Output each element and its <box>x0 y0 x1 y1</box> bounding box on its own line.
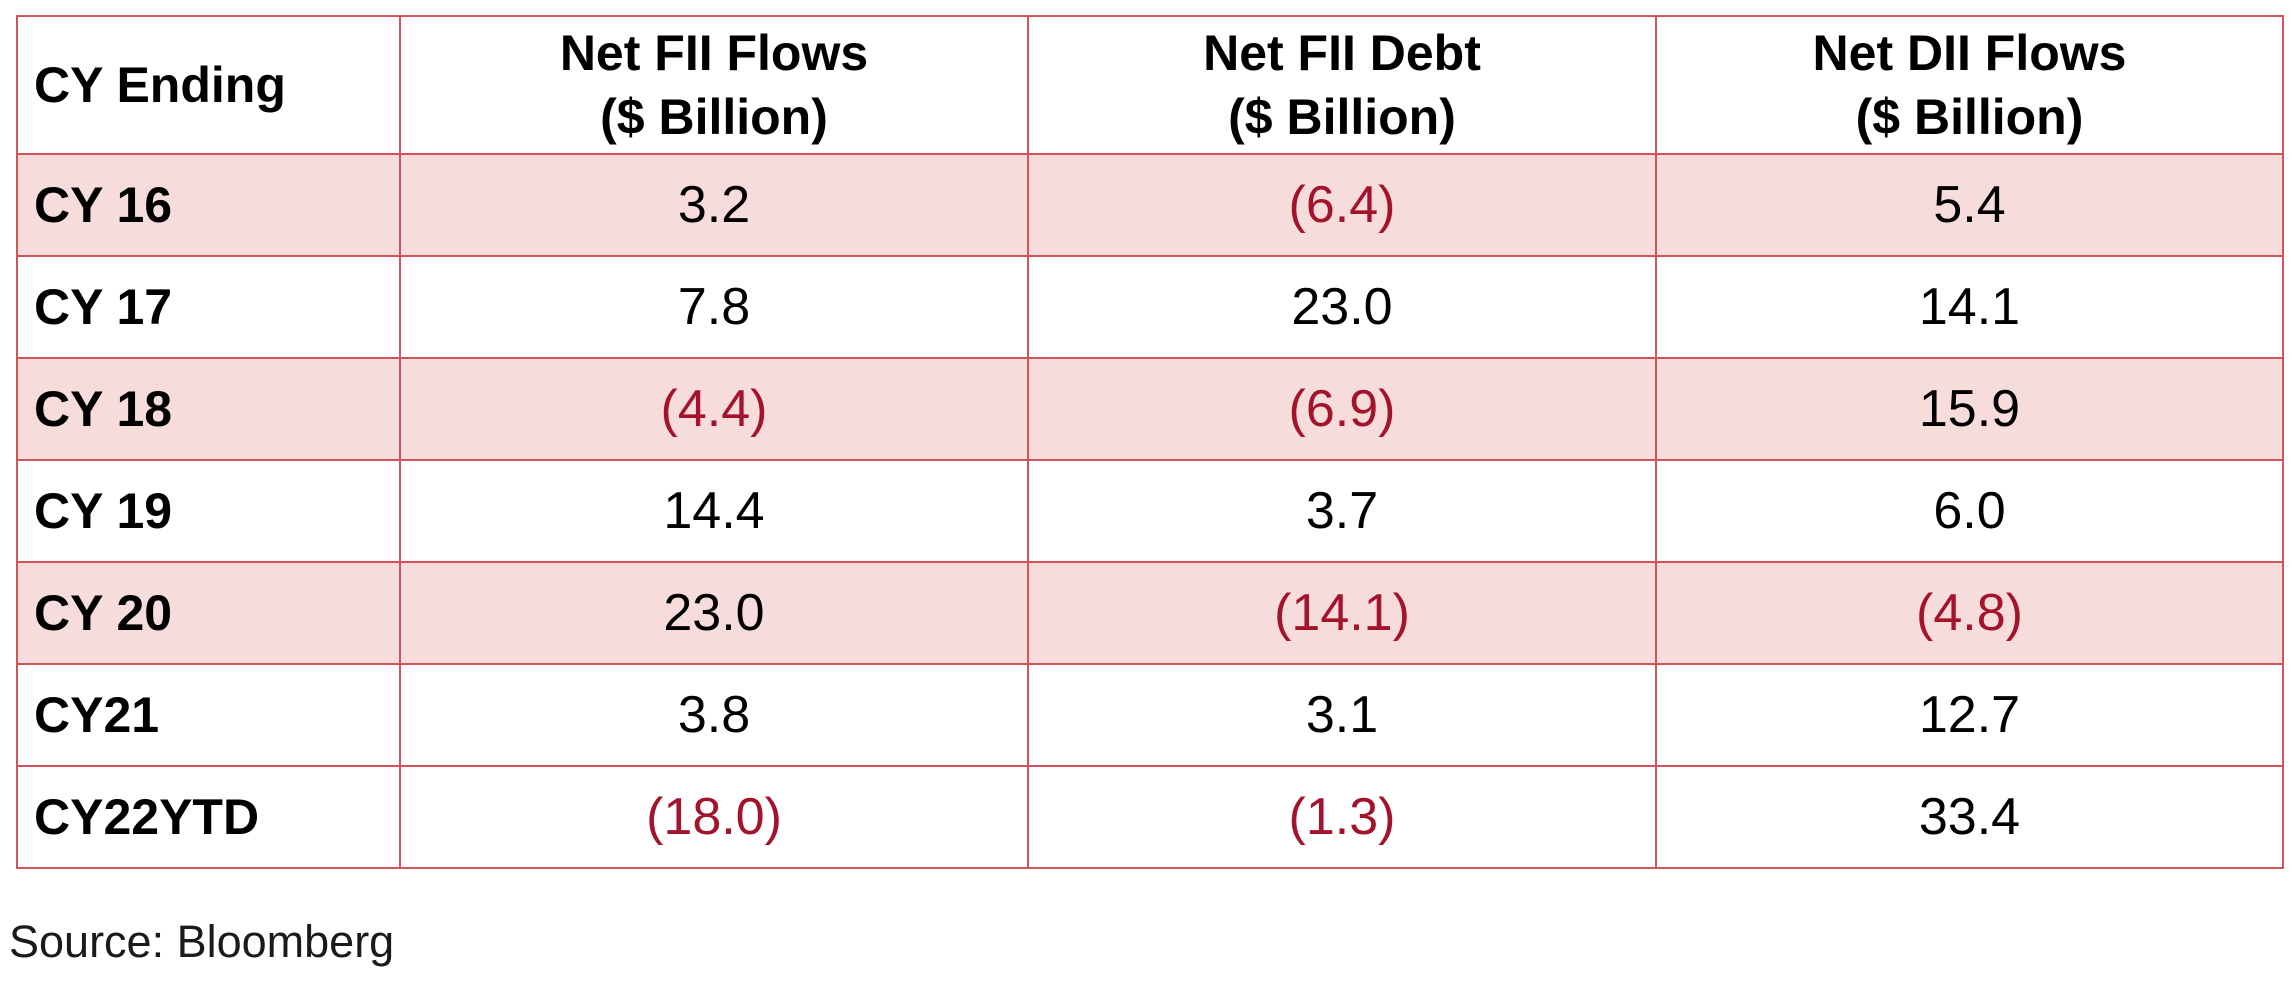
header-net-dii-flows: Net DII Flows ($ Billion) <box>1655 15 2284 155</box>
table-row: CY 18 (4.4) (6.9) 15.9 <box>16 357 2284 461</box>
source-note: Source: Bloomberg <box>9 916 395 967</box>
header-net-fii-debt: Net FII Debt ($ Billion) <box>1027 15 1657 155</box>
table-row: CY 16 3.2 (6.4) 5.4 <box>16 153 2284 257</box>
flows-table: CY Ending Net FII Flows ($ Billion) Net … <box>16 15 2284 869</box>
table-row: CY21 3.8 3.1 12.7 <box>16 663 2284 767</box>
net-dii-flows-cell: (4.8) <box>1655 561 2284 665</box>
header-cy-ending: CY Ending <box>16 15 401 155</box>
header-unit: ($ Billion) <box>1855 89 2084 145</box>
table-body: CY 16 3.2 (6.4) 5.4 CY 17 7.8 23.0 14.1 … <box>16 153 2284 869</box>
header-unit: ($ Billion) <box>1228 89 1456 145</box>
net-dii-flows-cell: 5.4 <box>1655 153 2284 257</box>
net-fii-flows-cell: (4.4) <box>399 357 1029 461</box>
net-dii-flows-cell: 14.1 <box>1655 255 2284 359</box>
header-net-fii-flows: Net FII Flows ($ Billion) <box>399 15 1029 155</box>
table-header: CY Ending Net FII Flows ($ Billion) Net … <box>16 15 2284 155</box>
row-label: CY22YTD <box>16 765 401 869</box>
net-fii-flows-cell: 3.8 <box>399 663 1029 767</box>
header-unit: ($ Billion) <box>600 89 828 145</box>
net-fii-flows-cell: (18.0) <box>399 765 1029 869</box>
header-line: Net FII Debt <box>1203 25 1481 81</box>
row-label: CY 18 <box>16 357 401 461</box>
header-line: CY Ending <box>34 57 286 113</box>
net-fii-debt-cell: (6.9) <box>1027 357 1657 461</box>
net-fii-flows-cell: 14.4 <box>399 459 1029 563</box>
header-line: Net FII Flows <box>559 25 869 81</box>
net-dii-flows-cell: 33.4 <box>1655 765 2284 869</box>
net-dii-flows-cell: 15.9 <box>1655 357 2284 461</box>
header-row: CY Ending Net FII Flows ($ Billion) Net … <box>16 15 2284 155</box>
row-label: CY 20 <box>16 561 401 665</box>
net-dii-flows-cell: 6.0 <box>1655 459 2284 563</box>
net-fii-debt-cell: (1.3) <box>1027 765 1657 869</box>
row-label: CY21 <box>16 663 401 767</box>
net-fii-debt-cell: 3.7 <box>1027 459 1657 563</box>
net-fii-debt-cell: (6.4) <box>1027 153 1657 257</box>
table-row: CY 17 7.8 23.0 14.1 <box>16 255 2284 359</box>
header-line: Net DII Flows <box>1812 25 2127 81</box>
net-fii-flows-cell: 23.0 <box>399 561 1029 665</box>
row-label: CY 16 <box>16 153 401 257</box>
net-fii-flows-cell: 3.2 <box>399 153 1029 257</box>
table-row: CY22YTD (18.0) (1.3) 33.4 <box>16 765 2284 869</box>
row-label: CY 17 <box>16 255 401 359</box>
net-fii-debt-cell: 3.1 <box>1027 663 1657 767</box>
row-label: CY 19 <box>16 459 401 563</box>
table-row: CY 20 23.0 (14.1) (4.8) <box>16 561 2284 665</box>
net-dii-flows-cell: 12.7 <box>1655 663 2284 767</box>
net-fii-debt-cell: (14.1) <box>1027 561 1657 665</box>
table-row: CY 19 14.4 3.7 6.0 <box>16 459 2284 563</box>
net-fii-debt-cell: 23.0 <box>1027 255 1657 359</box>
net-fii-flows-cell: 7.8 <box>399 255 1029 359</box>
